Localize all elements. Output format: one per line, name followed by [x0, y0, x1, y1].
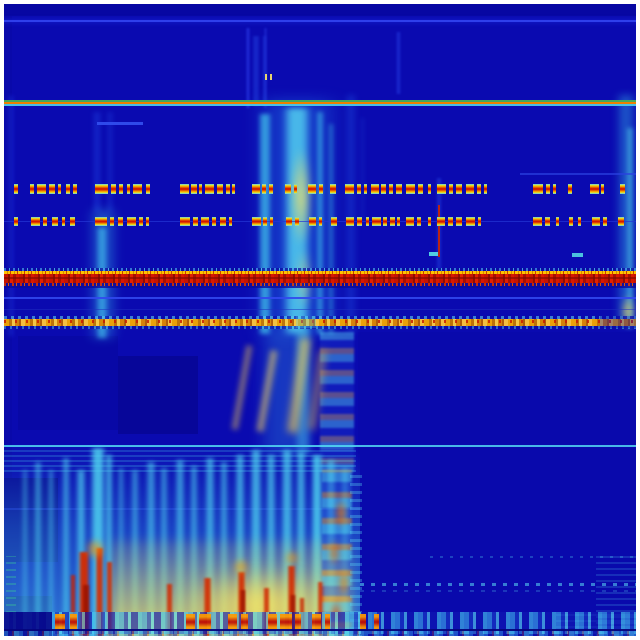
spectrogram-image: [0, 0, 640, 640]
heatmap-canvas: [0, 0, 640, 640]
